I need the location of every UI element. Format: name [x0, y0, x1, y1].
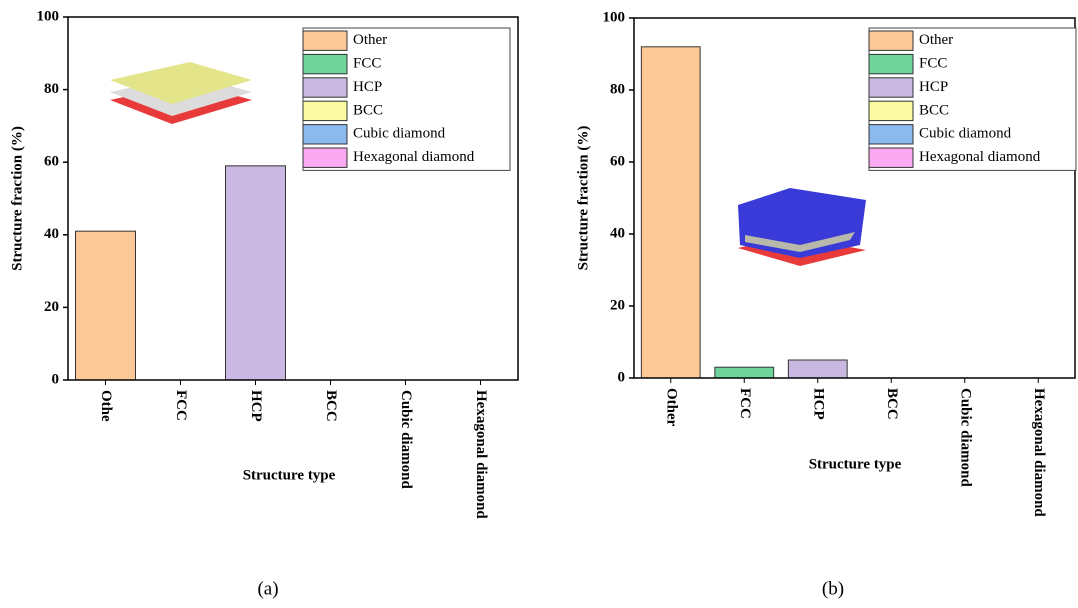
panel-label: (a) — [257, 578, 278, 599]
y-tick-label: 100 — [603, 9, 626, 25]
legend-swatch — [868, 100, 914, 122]
legend-label: HCP — [353, 79, 382, 95]
legend-label: FCC — [353, 56, 381, 72]
y-axis-label: Structure fraction (%) — [9, 126, 25, 271]
legend-label: Cubic diamond — [919, 126, 1012, 142]
legend-label: FCC — [919, 56, 947, 72]
x-tick-label: HCP — [810, 388, 826, 420]
bar — [714, 366, 775, 379]
legend-label: Other — [919, 32, 953, 48]
x-tick-label: Other — [663, 388, 679, 427]
legend-label: Other — [353, 32, 387, 48]
x-tick-label: HCP — [248, 390, 264, 422]
y-tick-label: 80 — [610, 81, 625, 97]
y-tick-label: 0 — [52, 371, 60, 387]
x-tick-label: Othe — [98, 390, 114, 422]
x-tick-label: FCC — [737, 388, 753, 419]
y-tick-label: 20 — [44, 299, 59, 315]
legend-box — [868, 27, 1077, 171]
legend-swatch — [302, 147, 348, 168]
legend-box — [302, 27, 511, 171]
legend-swatch — [868, 77, 914, 98]
legend-swatch — [302, 30, 348, 51]
legend-label: BCC — [353, 102, 383, 118]
legend-swatch — [302, 53, 348, 75]
x-axis-label: Structure type — [809, 456, 902, 472]
y-tick-label: 60 — [44, 154, 59, 170]
legend-swatch — [868, 30, 914, 51]
bar — [787, 359, 848, 379]
plot-frame — [67, 16, 519, 381]
y-tick-label: 40 — [44, 226, 59, 242]
x-axis-label: Structure type — [243, 467, 336, 483]
x-tick-label: BCC — [884, 388, 900, 420]
bar — [640, 46, 701, 379]
bar — [75, 230, 136, 381]
x-tick-label: Cubic diamond — [398, 390, 414, 489]
legend-label: Cubic diamond — [353, 126, 446, 142]
legend-swatch — [868, 53, 914, 75]
x-tick-label: Hexagonal diamond — [1031, 388, 1047, 517]
inset-b — [738, 188, 866, 266]
legend-label: Hexagonal diamond — [353, 149, 475, 165]
y-tick-label: 60 — [610, 153, 625, 169]
y-tick-label: 40 — [610, 225, 625, 241]
y-tick-label: 80 — [44, 81, 59, 97]
x-tick-label: Cubic diamond — [957, 388, 973, 487]
x-tick-label: FCC — [173, 390, 189, 421]
legend-swatch — [302, 100, 348, 122]
bar — [225, 165, 286, 381]
y-tick-label: 20 — [610, 297, 625, 313]
panel-label: (b) — [822, 578, 844, 599]
legend-label: BCC — [919, 102, 949, 118]
inset-a — [110, 62, 252, 124]
y-tick-label: 100 — [37, 8, 60, 24]
y-axis-label: Structure fraction (%) — [575, 126, 591, 271]
legend-label: HCP — [919, 79, 948, 95]
legend-swatch — [302, 77, 348, 98]
legend-label: Hexagonal diamond — [919, 149, 1041, 165]
legend-swatch — [868, 124, 914, 145]
legend-swatch — [868, 147, 914, 168]
x-tick-label: BCC — [323, 390, 339, 422]
y-tick-label: 0 — [618, 369, 626, 385]
legend-swatch — [302, 124, 348, 145]
x-tick-label: Hexagonal diamond — [473, 390, 489, 519]
plot-frame — [633, 17, 1076, 379]
